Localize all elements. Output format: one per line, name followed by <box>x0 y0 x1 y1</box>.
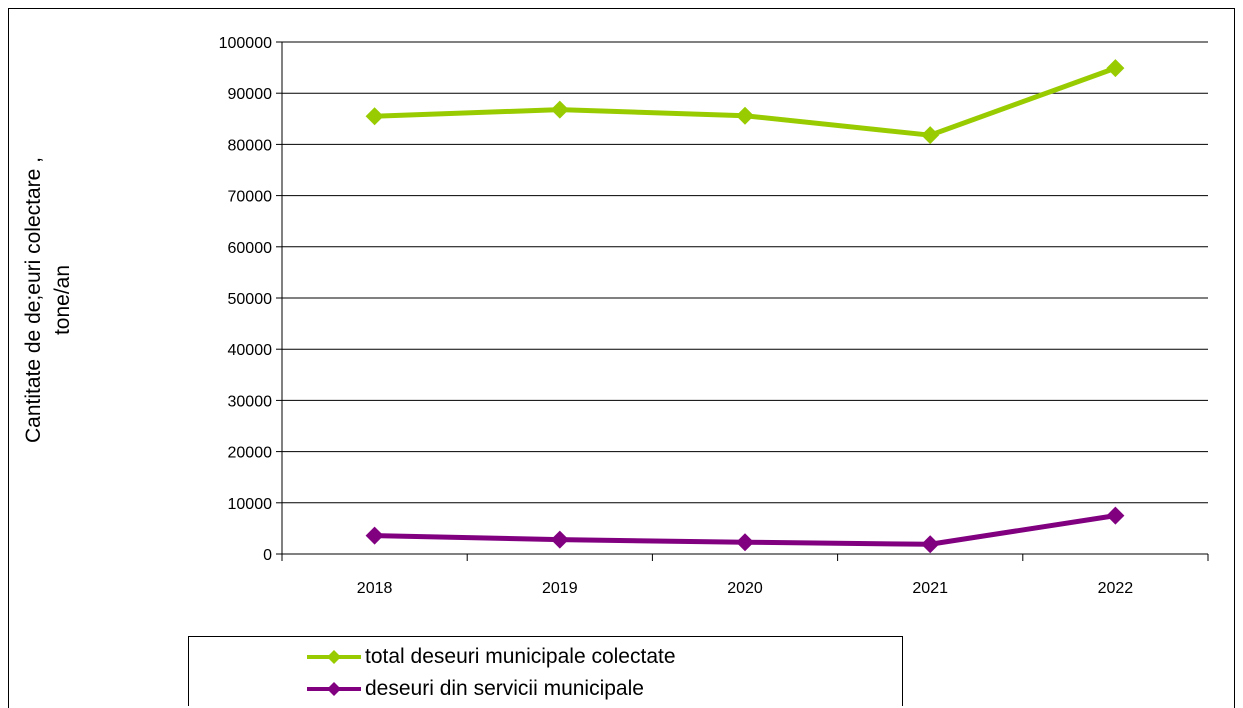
data-point-1-2021 <box>921 535 940 554</box>
x-tick-label-2019: 2019 <box>542 580 578 597</box>
series-line-0 <box>374 65 1117 138</box>
data-point-0-2018 <box>365 107 384 126</box>
legend-item-total: total deseuri municipale colectate <box>305 642 676 672</box>
y-tick-label-50000: 50000 <box>228 291 273 308</box>
data-point-1-2020 <box>736 533 754 552</box>
tick-labels: 0 10000 20000 30000 40000 50000 60000 70000 8000… <box>219 35 1134 597</box>
y-tick-label-30000: 30000 <box>228 393 273 410</box>
legend-item-services: deseuri din servicii municipale <box>305 674 644 704</box>
y-tick-label-60000: 60000 <box>228 240 273 257</box>
legend-label-services: deseuri din servicii municipale <box>365 677 644 700</box>
y-tick-label-10000: 10000 <box>228 496 273 513</box>
y-tick-label-20000: 20000 <box>228 445 273 462</box>
x-tick-label-2021: 2021 <box>912 580 948 597</box>
chart-frame <box>8 8 1235 708</box>
y-tick-label-70000: 70000 <box>228 189 273 206</box>
data-point-1-2018 <box>365 526 384 545</box>
x-tick-label-2020: 2020 <box>727 580 763 597</box>
series-lines <box>365 59 1125 554</box>
grid-lines <box>282 41 1208 504</box>
x-tick-label-2022: 2022 <box>1098 580 1134 597</box>
data-point-0-2019 <box>550 100 569 119</box>
data-point-1-2019 <box>550 530 569 549</box>
data-point-0-2022 <box>1106 59 1125 78</box>
y-tick-label-40000: 40000 <box>228 342 273 359</box>
y-tick-label-90000: 90000 <box>228 86 273 103</box>
legend-marker-services <box>307 682 361 696</box>
legend-marker-total <box>307 650 361 664</box>
x-tick-label-2018: 2018 <box>357 580 393 597</box>
data-point-1-2022 <box>1106 506 1125 525</box>
axes <box>276 41 1209 561</box>
y-tick-label-0: 0 <box>263 547 272 564</box>
y-tick-label-100000: 100000 <box>219 35 272 52</box>
legend: total deseuri municipale colectate deseu… <box>188 636 903 706</box>
legend-label-total: total deseuri municipale colectate <box>365 645 676 668</box>
data-point-0-2020 <box>736 106 754 125</box>
y-tick-label-80000: 80000 <box>228 137 273 154</box>
data-point-0-2021 <box>921 126 940 145</box>
